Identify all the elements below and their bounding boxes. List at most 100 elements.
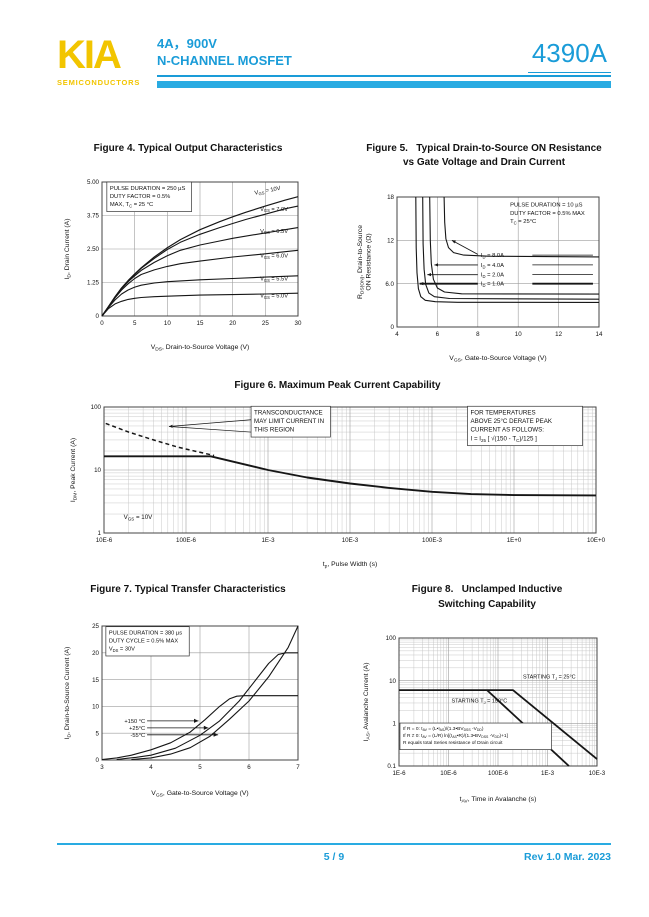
part-number: 4390A (527, 38, 611, 73)
svg-text:12: 12 (555, 331, 562, 338)
svg-text:ID, Drain Current (A): ID, Drain Current (A) (64, 219, 73, 280)
svg-text:VGS, Gate-to-Source Voltage (V: VGS, Gate-to-Source Voltage (V) (151, 790, 248, 798)
svg-text:15: 15 (197, 320, 204, 327)
figure6-chart: 10E-6 100E-6 1E-3 10E-3 100E-3 1E+0 10E+0 1 10 10… (68, 399, 608, 569)
svg-text:4: 4 (395, 331, 399, 338)
figure6: Figure 6. Maximum Peak Current Capabilit… (62, 379, 613, 570)
page-footer: 5 / 9 Rev 1.0 Mar. 2023 (57, 843, 611, 863)
svg-text:VDS = 30V: VDS = 30V (109, 646, 135, 652)
svg-text:THIS REGION: THIS REGION (254, 427, 294, 434)
figure8: Figure 8. Unclamped Inductive Switching … (361, 583, 613, 805)
figure5: Figure 5. Typical Drain-to-Source ON Res… (355, 142, 613, 364)
svg-text:10E-3: 10E-3 (341, 537, 358, 544)
svg-text:5: 5 (96, 730, 100, 737)
revision-label: Rev 1.0 Mar. 2023 (524, 851, 611, 863)
svg-text:0.1: 0.1 (387, 763, 396, 770)
svg-text:1E-3: 1E-3 (261, 537, 275, 544)
svg-text:10: 10 (515, 331, 522, 338)
svg-text:3.75: 3.75 (87, 213, 100, 220)
svg-text:STARTING TJ = 25°C: STARTING TJ = 25°C (523, 674, 576, 680)
svg-text:PULSE DURATION = 10 µS: PULSE DURATION = 10 µS (510, 202, 582, 208)
svg-text:tp, Pulse Width (s): tp, Pulse Width (s) (322, 561, 376, 569)
svg-text:6: 6 (436, 331, 440, 338)
svg-text:15: 15 (92, 676, 99, 683)
svg-text:10E+0: 10E+0 (586, 537, 605, 544)
svg-text:1.25: 1.25 (87, 280, 100, 287)
svg-text:0: 0 (96, 313, 100, 320)
svg-text:VGS = 5.0V: VGS = 5.0V (260, 294, 288, 300)
svg-text:DUTY FACTOR = 0.5%: DUTY FACTOR = 0.5% (110, 194, 171, 200)
svg-text:0: 0 (96, 757, 100, 764)
figure5-title-line2: vs Gate Voltage and Drain Current (402, 157, 566, 168)
svg-text:CURRENT AS FOLLOWS:: CURRENT AS FOLLOWS: (470, 427, 544, 434)
svg-text:ABOVE 25°C DERATE PEAK: ABOVE 25°C DERATE PEAK (470, 418, 552, 425)
svg-text:10E-6: 10E-6 (440, 770, 457, 777)
svg-text:12: 12 (387, 237, 394, 244)
brand-subtext: SEMICONDUCTORS (57, 78, 141, 87)
svg-text:IAS, Avalanche Current (A): IAS, Avalanche Current (A) (363, 663, 372, 742)
svg-text:VGS = 7.0V: VGS = 7.0V (260, 207, 288, 213)
svg-text:10E-6: 10E-6 (95, 537, 112, 544)
svg-text:ID, Drain-to-Source Current (A: ID, Drain-to-Source Current (A) (64, 646, 73, 739)
figure8-chart: 1E-6 10E-6 100E-6 1E-3 10E-3 0.1 1 10 100 tAV, Ti… (361, 626, 613, 804)
brand-block: KIA SEMICONDUCTORS (57, 35, 157, 87)
svg-text:ID = 4.0A: ID = 4.0A (481, 262, 504, 268)
svg-text:VGS = 6.0V: VGS = 6.0V (260, 253, 288, 259)
svg-text:If R ≠ 0: tAV = (L/R) ln[(IAS•: If R ≠ 0: tAV = (L/R) ln[(IAS•R)/(1.3•BV… (403, 733, 508, 739)
svg-text:20: 20 (229, 320, 236, 327)
svg-text:DUTY FACTOR = 0.5% MAX: DUTY FACTOR = 0.5% MAX (510, 210, 585, 216)
svg-text:TC = 25°C: TC = 25°C (510, 219, 536, 225)
svg-text:10: 10 (164, 320, 171, 327)
svg-text:25: 25 (92, 623, 99, 630)
svg-text:5: 5 (198, 764, 202, 771)
page-number: 5 / 9 (323, 851, 345, 863)
svg-text:8: 8 (476, 331, 480, 338)
svg-text:100E-6: 100E-6 (488, 770, 509, 777)
svg-text:1E-6: 1E-6 (392, 770, 406, 777)
figure4-title: Figure 4. Typical Output Characteristics (93, 142, 283, 154)
footer-rule (57, 843, 611, 845)
svg-text:MAY LIMIT CURRENT IN: MAY LIMIT CURRENT IN (254, 418, 324, 425)
svg-text:PULSE DURATION = 250 µS: PULSE DURATION = 250 µS (110, 186, 186, 192)
device-rating: 4A，900V (157, 36, 217, 51)
figure7-title: Figure 7. Typical Transfer Characteristi… (90, 584, 286, 595)
svg-text:VGS = 5.5V: VGS = 5.5V (260, 276, 288, 282)
svg-text:ON Resistance (Ω): ON Resistance (Ω) (366, 233, 373, 290)
svg-text:2.50: 2.50 (87, 246, 100, 253)
svg-text:6.0: 6.0 (385, 280, 394, 287)
svg-text:4: 4 (149, 764, 153, 771)
svg-text:MAX, TC = 25 °C: MAX, TC = 25 °C (110, 202, 153, 208)
svg-text:14: 14 (596, 331, 603, 338)
device-type: N-CHANNEL MOSFET (157, 52, 292, 68)
svg-text:ID = 8.0A: ID = 8.0A (481, 253, 504, 259)
svg-text:VGS = 10V: VGS = 10V (254, 186, 281, 197)
header-thin-rule (157, 75, 611, 77)
svg-text:10: 10 (94, 467, 101, 474)
figure8-title-line1: Figure 8. Unclamped Inductive (411, 584, 563, 595)
svg-text:1E-3: 1E-3 (541, 770, 555, 777)
svg-text:STARTING TJ = 150°C: STARTING TJ = 150°C (452, 699, 508, 705)
svg-text:10E-3: 10E-3 (589, 770, 606, 777)
svg-text:+150 °C: +150 °C (124, 718, 145, 724)
svg-text:5: 5 (133, 320, 137, 327)
svg-text:25: 25 (262, 320, 269, 327)
svg-text:ID = 1.0A: ID = 1.0A (481, 281, 504, 287)
svg-text:10: 10 (389, 678, 396, 685)
figure7: Figure 7. Typical Transfer Characteristi… (62, 583, 314, 804)
svg-text:3: 3 (100, 764, 104, 771)
svg-text:R equals total Series resistan: R equals total Series resistance of Drai… (403, 740, 503, 746)
svg-text:1: 1 (97, 530, 101, 537)
figure6-title: Figure 6. Maximum Peak Current Capabilit… (234, 379, 441, 391)
svg-text:5.00: 5.00 (87, 179, 100, 186)
svg-text:100E-6: 100E-6 (176, 537, 197, 544)
svg-text:+25°C: +25°C (129, 725, 145, 731)
svg-text:0: 0 (391, 324, 395, 331)
header-right: 4A，900V N-CHANNEL MOSFET 4390A (157, 36, 611, 88)
svg-text:100E-3: 100E-3 (422, 537, 443, 544)
figure7-chart: 3 4 5 6 7 0 5 10 15 20 25 VGS, Gate-to-Source Volta… (62, 612, 314, 798)
figure-row-1: Figure 4. Typical Output Characteristics… (62, 142, 613, 364)
svg-text:IDM, Peak Current (A): IDM, Peak Current (A) (70, 438, 79, 502)
figure5-title: Figure 5. Typical Drain-to-Source ON Res… (366, 142, 601, 171)
svg-text:VGS, Gate-to-Source Voltage (V: VGS, Gate-to-Source Voltage (V) (449, 355, 546, 363)
header-thick-rule (157, 80, 611, 88)
